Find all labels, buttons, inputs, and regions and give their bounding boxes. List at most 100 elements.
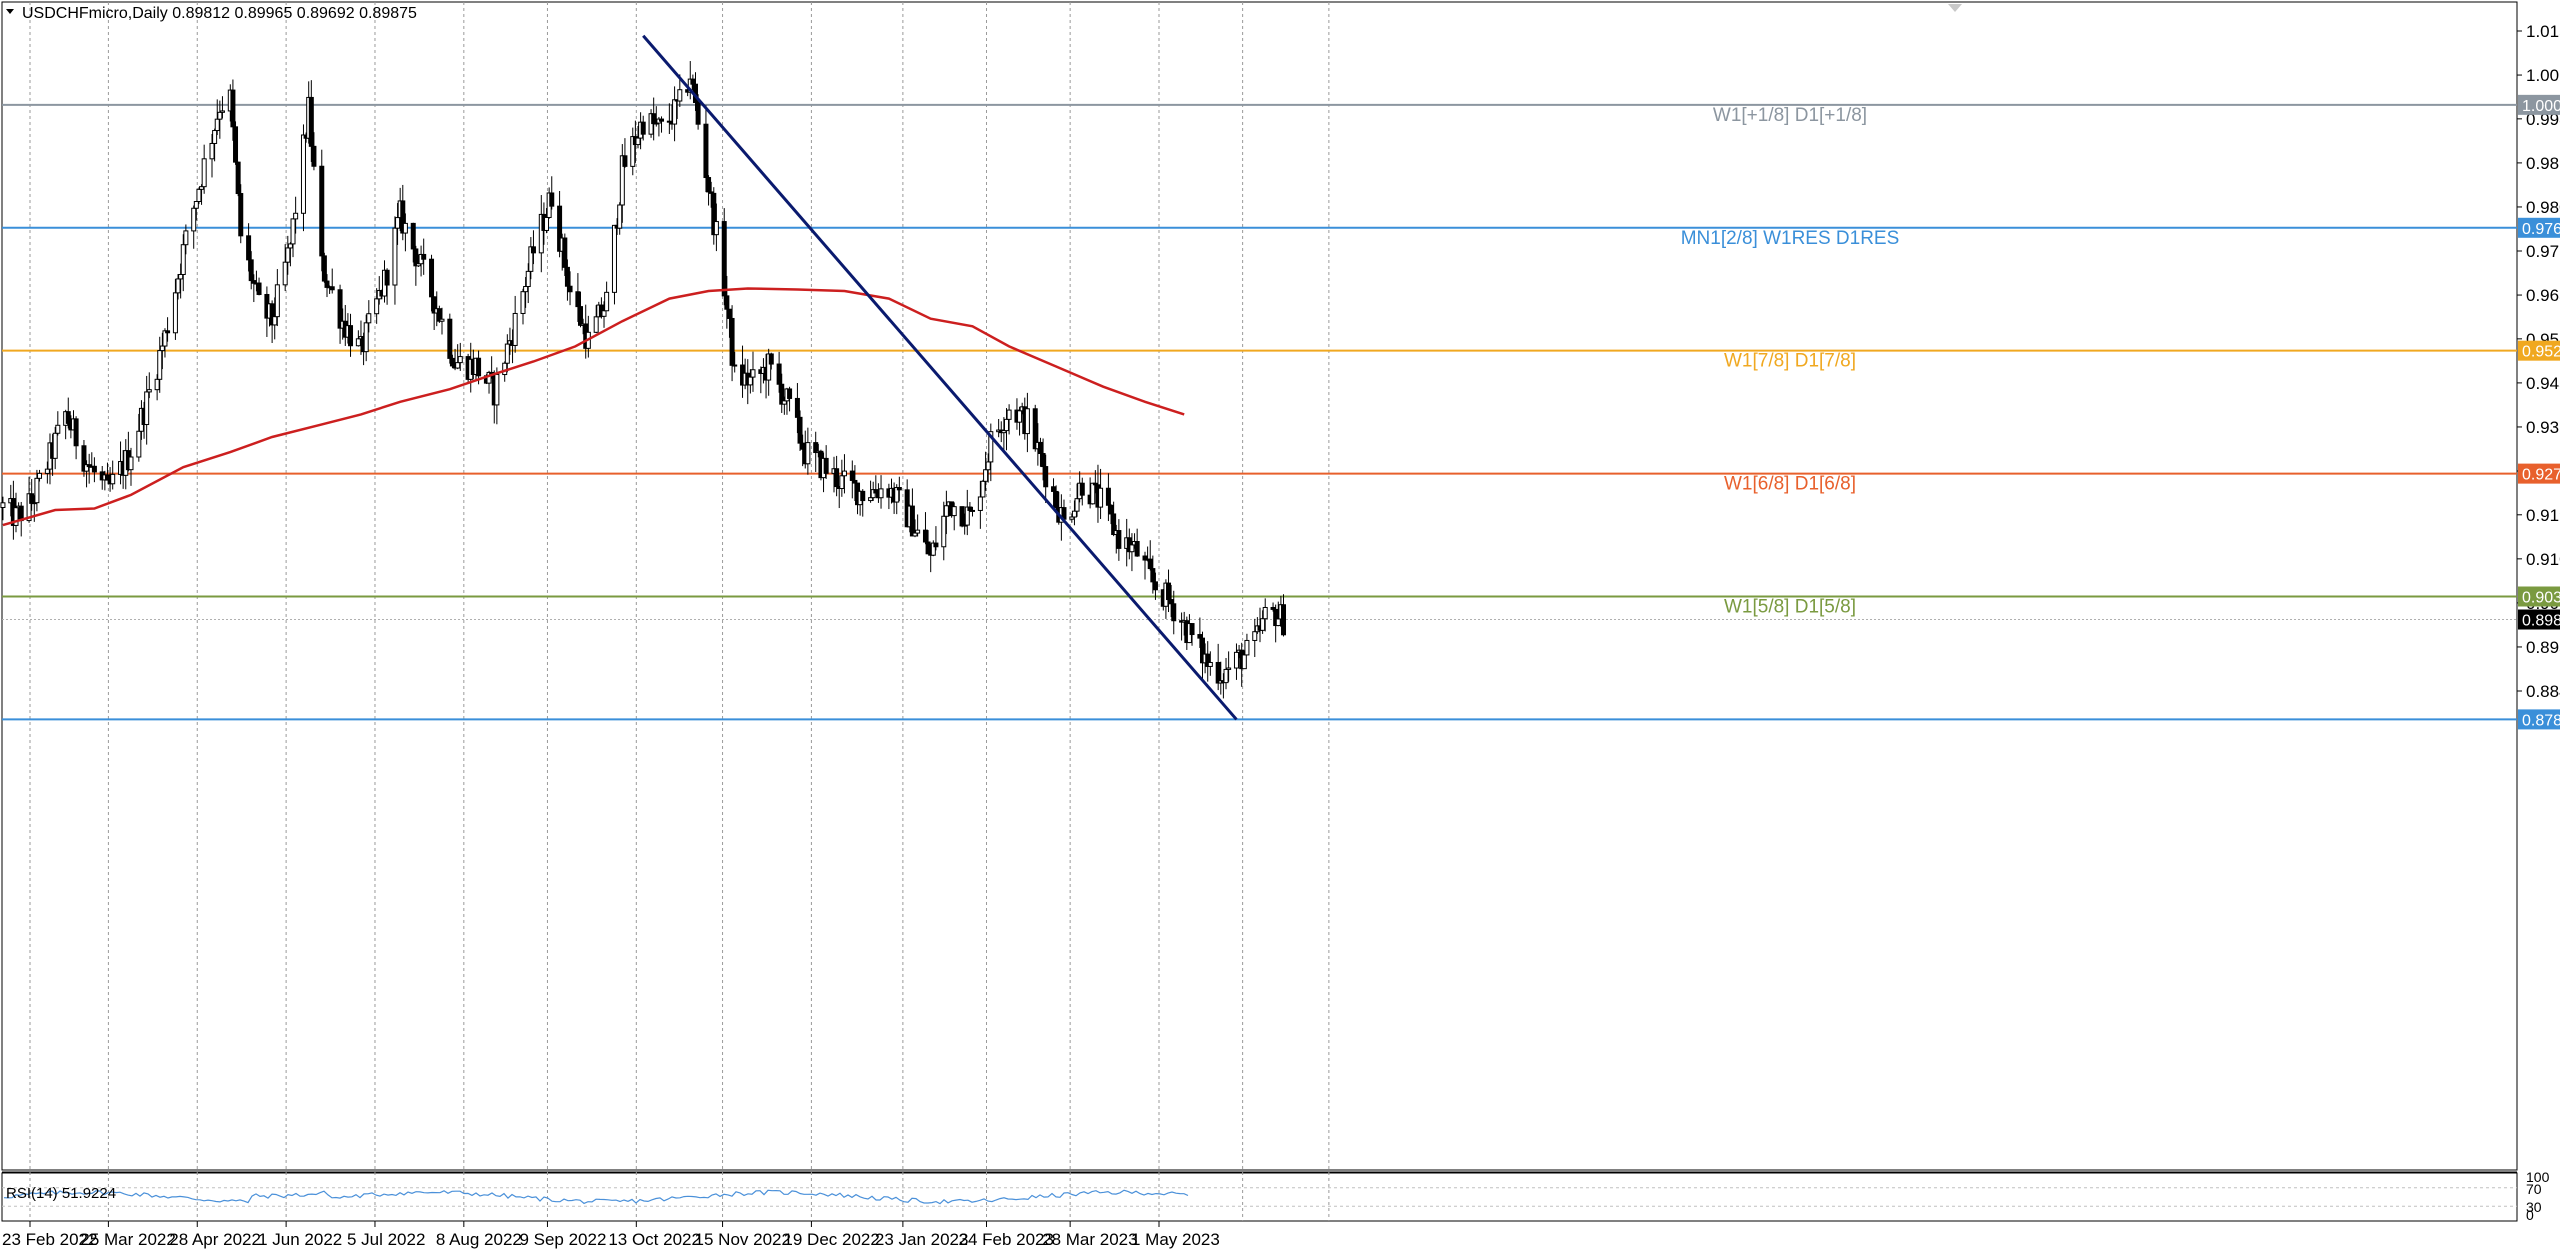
candle-body	[549, 192, 555, 207]
candle-body	[159, 345, 165, 352]
candle-body	[1111, 513, 1117, 536]
candle-body	[128, 456, 134, 471]
candle-body	[1273, 608, 1279, 627]
candle-body	[415, 263, 421, 267]
candle-body	[175, 278, 181, 294]
chevron-down-icon[interactable]	[6, 9, 14, 14]
candle-body	[431, 296, 437, 314]
candle-body	[324, 280, 330, 288]
candle-body	[1090, 482, 1096, 505]
candle-body	[912, 532, 918, 537]
candle-body	[852, 479, 858, 484]
candle-body	[1006, 409, 1012, 420]
price-levels: W1[+1/8] D1[+1/8] MN1[2/8] W1RES D1RES W1[…	[2, 103, 2517, 721]
candle-body	[1071, 510, 1077, 518]
candle-body	[449, 357, 455, 367]
rsi-frame	[1, 1172, 2518, 1222]
candle-body	[823, 457, 829, 474]
candle-body	[84, 464, 90, 472]
candle-body	[721, 221, 727, 297]
candle-body	[248, 259, 254, 282]
candle-body	[941, 515, 947, 548]
candle-body	[868, 497, 874, 502]
moving-average-line	[2, 287, 1185, 527]
candle-body	[611, 224, 617, 293]
candle-body	[617, 204, 623, 229]
price-tag-label: 0.92773	[2522, 467, 2560, 484]
y-tick-label: 0.98945	[2526, 154, 2560, 173]
chart-shift-marker[interactable]	[1948, 4, 1962, 12]
candle-body	[800, 442, 806, 450]
candle-body	[1116, 530, 1122, 549]
candle-body	[1142, 555, 1148, 561]
candle-body	[672, 99, 678, 125]
y-tick-label: 0.88455	[2526, 682, 2560, 701]
candle-body	[525, 270, 531, 288]
candle-body	[212, 130, 218, 144]
x-tick-label: 9 Sep 2022	[519, 1230, 606, 1249]
y-tick-label: 1.00690	[2526, 66, 2560, 85]
level-label: W1[7/8] D1[7/8]	[1724, 351, 1856, 372]
candle-body	[1197, 634, 1203, 639]
candle-body	[980, 480, 986, 498]
candle-body	[695, 102, 701, 125]
candle-body	[834, 468, 840, 488]
grid-lines	[29, 2, 1330, 1221]
candle-body	[915, 529, 921, 534]
candle-body	[839, 475, 845, 490]
x-tick-label: 28 Apr 2022	[169, 1230, 261, 1249]
candle-body	[172, 292, 178, 334]
candle-body	[104, 474, 110, 481]
candle-body	[1053, 490, 1059, 508]
level-label: W1[6/8] D1[6/8]	[1724, 474, 1856, 495]
candle-body	[781, 400, 787, 405]
candle-body	[413, 248, 419, 267]
candle-body	[235, 161, 241, 195]
candle-body	[538, 213, 544, 254]
candle-body	[601, 310, 607, 317]
current-price-label: 0.89875	[2522, 613, 2560, 630]
candle-body	[1051, 486, 1057, 492]
candle-body	[238, 193, 244, 237]
candle-body	[1171, 603, 1177, 622]
candle-body	[1262, 606, 1268, 620]
price-tag-label: 0.95215	[2522, 344, 2560, 361]
candle-body	[870, 489, 876, 499]
candle-body	[1024, 408, 1030, 435]
candle-body	[363, 322, 369, 353]
candle-body	[860, 490, 866, 502]
candle-body	[355, 338, 361, 347]
candle-body	[787, 388, 793, 399]
candle-body	[285, 247, 291, 263]
candle-body	[1001, 430, 1007, 434]
candle-body	[711, 192, 717, 236]
candle-body	[575, 291, 581, 308]
candle-body	[392, 227, 398, 286]
candle-body	[1108, 504, 1114, 515]
candle-body	[706, 177, 712, 193]
candle-body	[154, 378, 160, 391]
candle-body	[985, 461, 991, 471]
candle-body	[1134, 541, 1140, 557]
candle-body	[967, 506, 973, 511]
candle-body	[329, 286, 335, 291]
candle-body	[476, 357, 482, 377]
candle-body	[217, 111, 223, 120]
x-tick-label: 1 Jun 2022	[258, 1230, 342, 1249]
candle-body	[896, 487, 902, 491]
candle-body	[1032, 408, 1038, 450]
trendline[interactable]	[642, 34, 1238, 721]
y-tick-label: 1.01565	[2526, 22, 2560, 41]
candle-body	[0, 502, 6, 508]
candle-body	[959, 506, 965, 527]
candle-body	[567, 285, 573, 293]
candle-body	[779, 383, 785, 405]
candle-body	[1147, 558, 1153, 570]
candle-body	[635, 137, 641, 146]
candle-body	[290, 218, 296, 245]
candle-body	[849, 470, 855, 481]
candle-body	[1207, 661, 1213, 667]
candle-body	[110, 473, 116, 485]
